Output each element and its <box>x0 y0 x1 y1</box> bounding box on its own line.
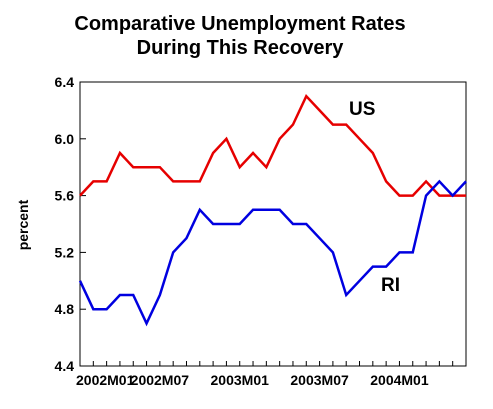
x-tick-label: 2002M07 <box>131 372 190 388</box>
y-tick-label: 6.4 <box>55 74 75 90</box>
x-tick-label: 2004M01 <box>370 372 429 388</box>
x-tick-label: 2002M01 <box>76 372 135 388</box>
x-tick-label: 2003M01 <box>211 372 270 388</box>
series-label-us: US <box>349 99 375 120</box>
series-label-ri: RI <box>381 275 400 296</box>
y-tick-label: 5.2 <box>55 244 75 260</box>
y-tick-label: 4.4 <box>55 358 75 374</box>
x-tick-label: 2003M07 <box>290 372 349 388</box>
plot-frame <box>79 81 467 367</box>
y-tick-label: 4.8 <box>55 301 75 317</box>
y-tick-label: 5.6 <box>55 188 75 204</box>
series-lines <box>78 93 467 327</box>
series-line-us <box>79 93 466 197</box>
chart-title-line-1: Comparative Unemployment Rates <box>74 13 405 35</box>
y-axis-ticks: 4.4 4.8 5.2 5.6 6.0 6.4 <box>55 74 86 374</box>
series-line-ri <box>78 179 467 327</box>
y-axis-label: percent <box>15 199 31 250</box>
chart-title-line-2: During This Recovery <box>137 37 345 59</box>
y-tick-label: 6.0 <box>55 131 75 147</box>
